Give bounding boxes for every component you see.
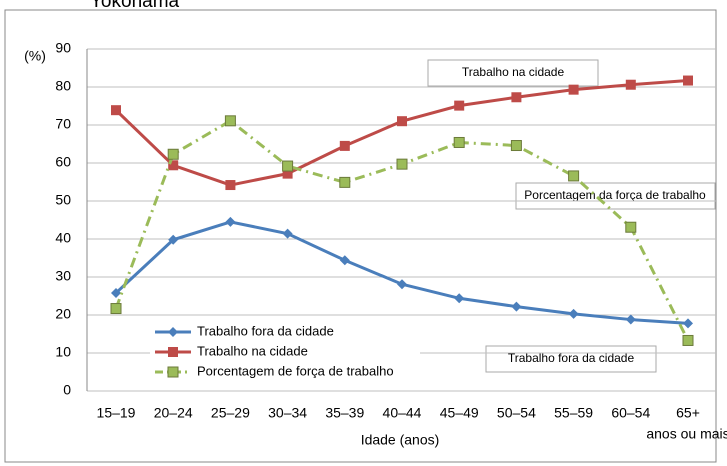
marker: [111, 287, 121, 298]
y-tick-label: 50: [55, 192, 71, 208]
marker: [282, 168, 293, 179]
marker: [454, 293, 465, 304]
marker: [510, 140, 522, 152]
marker: [225, 216, 236, 227]
frame: [4, 9, 717, 463]
marker: [282, 160, 294, 172]
x-tick-label: 40–44: [383, 405, 422, 421]
y-tick-label: 60: [55, 154, 71, 170]
marker: [167, 148, 179, 160]
x-tick-label: 15–19: [97, 405, 136, 421]
marker: [224, 115, 236, 127]
x-tick-label: 30–34: [268, 405, 307, 421]
annotation-box: [515, 182, 716, 210]
marker: [683, 75, 693, 86]
marker: [568, 84, 579, 95]
x-tick-note: anos ou mais: [646, 426, 727, 442]
annotation: Trabalho fora da cidade: [508, 351, 635, 365]
marker: [110, 303, 122, 315]
marker: [397, 116, 407, 127]
marker: [568, 308, 579, 319]
x-tick-label: 25–29: [211, 405, 250, 421]
marker: [167, 366, 179, 378]
x-tick-label: 35–39: [325, 405, 364, 421]
x-tick-label: 60–54: [611, 405, 650, 421]
grid: [87, 48, 716, 392]
y-axis-label: (%): [24, 48, 46, 64]
annotation: Trabalho na cidade: [462, 65, 565, 79]
series: [111, 216, 693, 329]
marker: [111, 105, 121, 116]
y-tick-label: 30: [55, 268, 71, 284]
marker: [625, 79, 636, 90]
marker: [568, 170, 580, 182]
marker: [625, 221, 637, 233]
chart-title: Yokohama: [90, 0, 180, 12]
y-tick-label: 70: [55, 116, 71, 132]
marker: [682, 334, 694, 346]
annotation-box: [485, 345, 657, 373]
marker: [511, 92, 522, 103]
marker: [168, 160, 179, 171]
legend-label: Porcentagem de força de trabalho: [197, 363, 394, 378]
x-tick-label: 20–24: [154, 405, 193, 421]
y-tick-label: 0: [63, 382, 71, 398]
legend-bg: [150, 322, 420, 382]
y-tick-label: 10: [55, 344, 71, 360]
series: [111, 75, 693, 191]
marker: [511, 301, 522, 312]
legend-label: Trabalho fora da cidade: [197, 323, 334, 338]
x-axis-label: Idade (anos): [361, 432, 440, 448]
marker: [168, 327, 178, 337]
x-tick-label: 50–54: [497, 405, 536, 421]
x-tick-label: 45–49: [440, 405, 479, 421]
marker: [397, 279, 407, 290]
line: [114, 220, 689, 325]
annotation-box: [427, 59, 599, 87]
y-tick-label: 80: [55, 78, 71, 94]
marker: [625, 314, 636, 325]
y-tick-label: 90: [55, 40, 71, 56]
marker: [453, 136, 465, 148]
legend-label: Trabalho na cidade: [197, 343, 308, 358]
marker: [396, 158, 408, 170]
marker: [454, 100, 465, 111]
marker: [282, 228, 293, 239]
marker: [168, 347, 178, 357]
marker: [339, 176, 351, 188]
annotation: Porcentagem da força de trabalho: [524, 188, 706, 202]
y-tick-label: 20: [55, 306, 71, 322]
marker: [168, 234, 179, 245]
y-tick-label: 40: [55, 230, 71, 246]
marker: [683, 318, 693, 329]
x-tick-label: 65+: [676, 405, 700, 421]
x-tick-label: 55–59: [554, 405, 593, 421]
marker: [339, 140, 350, 151]
series: [110, 115, 694, 346]
marker: [225, 180, 236, 191]
marker: [339, 255, 350, 266]
